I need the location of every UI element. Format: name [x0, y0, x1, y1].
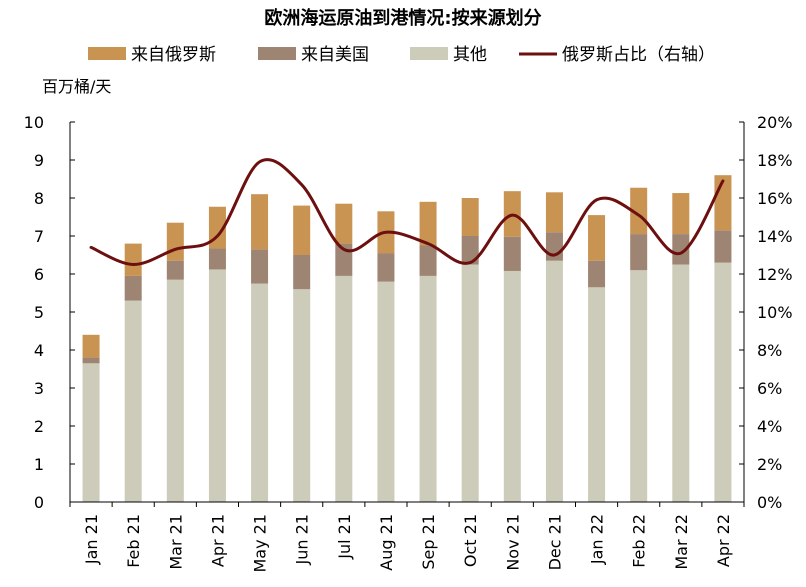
left-tick-label-10: 10 [24, 113, 44, 132]
left-tick-label-0: 0 [34, 493, 44, 512]
bar-segment-2-9 [461, 198, 479, 236]
bar-segment-2-8 [419, 201, 437, 246]
x-tick-label-14: Mar 22 [672, 514, 691, 570]
bar-segment-1-5 [293, 255, 311, 290]
bar-segment-0-15 [714, 262, 732, 502]
legend-swatch-0 [88, 47, 126, 60]
x-tick-label-15: Apr 22 [714, 514, 733, 567]
right-tick-label-0: 0% [757, 493, 782, 512]
x-tick-label-1: Feb 21 [124, 514, 143, 568]
right-tick-label-8: 16% [757, 189, 793, 208]
right-tick-label-6: 12% [757, 265, 793, 284]
bar-segment-0-0 [82, 363, 100, 502]
right-tick-label-10: 20% [757, 113, 793, 132]
right-tick-label-9: 18% [757, 151, 793, 170]
bar-segment-0-3 [208, 269, 226, 502]
bar-segment-1-3 [208, 248, 226, 270]
bar-segment-0-9 [461, 264, 479, 502]
x-tick-label-5: Jun 21 [293, 514, 312, 565]
x-tick-label-10: Nov 21 [503, 514, 522, 571]
right-tick-label-7: 14% [757, 227, 793, 246]
left-tick-label-1: 1 [34, 455, 44, 474]
legend-label-1: 来自美国 [301, 45, 369, 65]
left-tick-label-7: 7 [34, 227, 44, 246]
legend-label-2: 其他 [453, 45, 487, 65]
bar-segment-1-12 [588, 260, 606, 288]
left-tick-label-9: 9 [34, 151, 44, 170]
bar-segment-2-13 [630, 187, 648, 235]
bar-segment-0-1 [124, 300, 142, 502]
bar-segment-0-12 [588, 287, 606, 502]
left-tick-label-4: 4 [34, 341, 44, 360]
bar-segment-0-7 [377, 281, 395, 502]
bar-segment-2-6 [335, 203, 353, 244]
bar-segment-0-13 [630, 270, 648, 502]
bar-segment-1-8 [419, 245, 437, 276]
x-tick-label-13: Feb 22 [630, 514, 649, 568]
bar-segment-1-4 [251, 249, 269, 284]
bar-segment-1-1 [124, 275, 142, 301]
x-tick-label-2: Mar 21 [166, 514, 185, 570]
axes-layer: 0 1 2 3 4 5 6 7 8 9 10 0% 2% 4% 6% 8% 10% 12% 14% 16% 18% 20%… [24, 113, 793, 573]
bar-segment-2-4 [251, 194, 269, 250]
bar-segment-1-2 [166, 260, 184, 280]
right-tick-label-4: 8% [757, 341, 782, 360]
chart-title: 欧洲海运原油到港情况:按来源划分 [264, 7, 541, 29]
bar-segment-1-9 [461, 236, 479, 265]
legend-label-3: 俄罗斯占比（右轴） [562, 45, 715, 65]
x-tick-label-11: Dec 21 [545, 514, 564, 570]
bar-segment-2-2 [166, 222, 184, 261]
x-tick-label-7: Aug 21 [377, 514, 396, 571]
left-tick-label-3: 3 [34, 379, 44, 398]
left-tick-label-8: 8 [34, 189, 44, 208]
bar-segment-1-13 [630, 234, 648, 271]
bars-layer [82, 175, 732, 502]
bar-segment-2-14 [672, 193, 690, 235]
x-tick-label-8: Sep 21 [419, 514, 438, 570]
right-tick-label-3: 6% [757, 379, 782, 398]
bar-segment-2-0 [82, 334, 100, 358]
bar-segment-0-11 [545, 260, 563, 502]
bar-segment-0-10 [503, 270, 521, 502]
left-tick-label-5: 5 [34, 303, 44, 322]
bar-segment-2-11 [545, 192, 563, 233]
right-tick-label-5: 10% [757, 303, 793, 322]
left-tick-label-2: 2 [34, 417, 44, 436]
bar-segment-1-10 [503, 236, 521, 271]
bar-segment-1-0 [82, 357, 100, 364]
bar-segment-0-2 [166, 279, 184, 502]
x-tick-label-3: Apr 21 [208, 514, 227, 567]
legend: 来自俄罗斯 来自美国 其他 俄罗斯占比（右轴） [88, 45, 715, 65]
russia-share-line [89, 158, 725, 267]
left-axis-label: 百万桶/天 [42, 77, 111, 96]
bar-segment-0-8 [419, 275, 437, 502]
bar-segment-0-6 [335, 275, 353, 502]
bar-segment-2-1 [124, 243, 142, 276]
x-tick-label-9: Oct 21 [461, 514, 480, 567]
bar-segment-0-4 [251, 283, 269, 502]
bar-segment-2-12 [588, 215, 606, 261]
line-layer [89, 158, 725, 267]
bar-segment-2-5 [293, 205, 311, 255]
left-tick-label-6: 6 [34, 265, 44, 284]
bar-segment-1-14 [672, 234, 690, 265]
bar-segment-0-5 [293, 289, 311, 502]
bar-segment-1-15 [714, 230, 732, 263]
bar-segment-1-7 [377, 253, 395, 282]
legend-swatch-1 [258, 47, 296, 60]
right-tick-label-2: 4% [757, 417, 782, 436]
legend-label-0: 来自俄罗斯 [131, 45, 216, 65]
x-tick-label-6: Jul 21 [335, 514, 354, 560]
x-tick-label-4: May 21 [251, 514, 270, 573]
legend-swatch-2 [410, 47, 448, 60]
x-tick-label-0: Jan 21 [82, 514, 101, 565]
bar-segment-0-14 [672, 264, 690, 502]
right-tick-label-1: 2% [757, 455, 782, 474]
x-tick-label-12: Jan 22 [588, 514, 607, 565]
